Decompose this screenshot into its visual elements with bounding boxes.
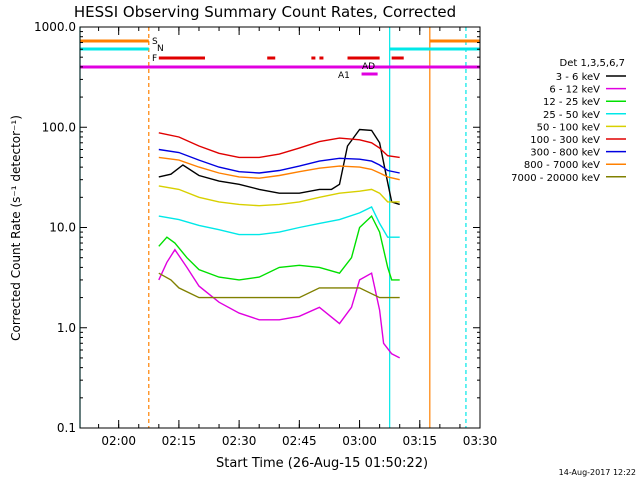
series-line-2 <box>158 248 401 359</box>
legend-label: 25 - 50 keV <box>543 110 600 121</box>
y-tick-label: 100.0 <box>42 120 76 134</box>
y-tick-label: 1000.0 <box>34 20 76 34</box>
series-line-8 <box>158 156 400 181</box>
x-axis-label: Start Time (26-Aug-15 01:50:22) <box>216 456 428 471</box>
y-tick-label: 10.0 <box>49 221 76 235</box>
x-tick-label: 02:45 <box>282 434 317 448</box>
flag-label-ad: AD <box>362 62 375 72</box>
plot-area: SNF AD A1 <box>79 27 480 428</box>
axes: 0.1 1.0 10.0 100.0 1000.0 02:00 02:15 02:30 02:4… <box>34 20 497 448</box>
series-line-3 <box>158 214 400 281</box>
legend-label: 100 - 300 keV <box>530 135 600 146</box>
series-line-1 <box>158 128 400 206</box>
x-tick-label: 02:00 <box>101 434 136 448</box>
series-line-7 <box>158 148 400 174</box>
x-tick-label: 03:15 <box>402 434 437 448</box>
y-tick-label: 0.1 <box>57 421 76 435</box>
series-line-9 <box>158 272 400 299</box>
chart-title: HESSI Observing Summary Count Rates, Cor… <box>74 3 456 21</box>
legend-label: 3 - 6 keV <box>556 72 600 83</box>
flag-label-a1: A1 <box>338 71 350 81</box>
x-tick-label: 02:30 <box>222 434 257 448</box>
series-line-4 <box>158 206 400 238</box>
flag-label-f: F <box>152 54 157 64</box>
y-tick-label: 1.0 <box>57 321 76 335</box>
plot-frame <box>79 26 481 429</box>
legend-title: Det 1,3,5,6,7 <box>560 58 625 69</box>
flag-label-n: N <box>157 44 164 54</box>
legend-label: 300 - 800 keV <box>530 148 600 159</box>
x-tick-label: 03:30 <box>463 434 498 448</box>
legend-label: 6 - 12 keV <box>549 85 600 96</box>
legend-label: 7000 - 20000 keV <box>511 173 600 184</box>
series-line-5 <box>158 185 400 207</box>
series-line-6 <box>158 132 400 159</box>
legend-label: 12 - 25 keV <box>543 97 600 108</box>
legend-label: 50 - 100 keV <box>537 122 601 133</box>
x-tick-label: 02:15 <box>162 434 197 448</box>
timestamp: 14-Aug-2017 12:22 <box>559 468 636 477</box>
legend-label: 800 - 7000 keV <box>524 160 600 171</box>
y-axis-label: Corrected Count Rate (s⁻¹ detector⁻¹) <box>9 115 23 341</box>
x-tick-label: 03:00 <box>342 434 377 448</box>
flag-label-s: S <box>152 37 158 47</box>
